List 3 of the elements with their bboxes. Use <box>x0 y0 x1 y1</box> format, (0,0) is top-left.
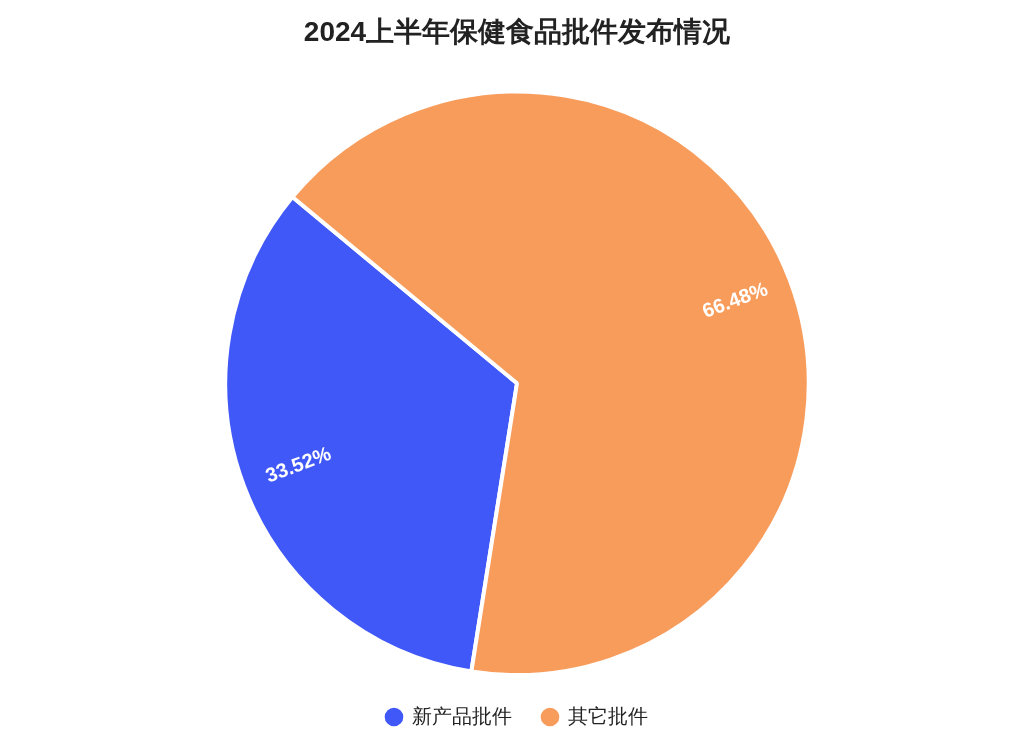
legend-label: 新产品批件 <box>412 704 512 727</box>
chart-title: 2024上半年保健食品批件发布情况 <box>303 15 732 47</box>
legend-label: 其它批件 <box>568 704 648 727</box>
